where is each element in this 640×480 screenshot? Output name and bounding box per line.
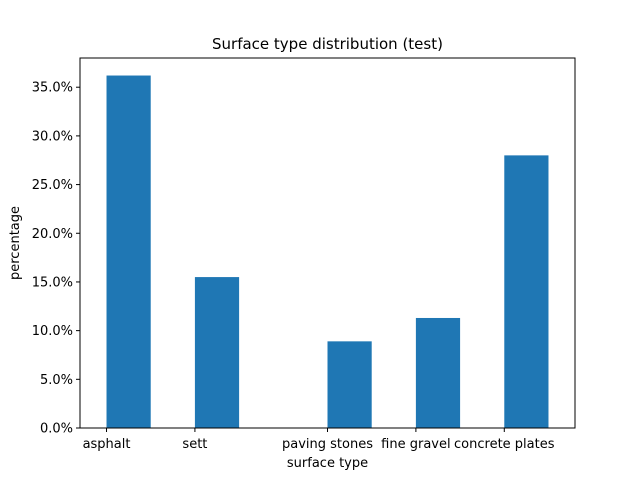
y-tick-label: 35.0% xyxy=(32,81,73,96)
y-tick-label: 25.0% xyxy=(32,178,73,193)
bar-sett xyxy=(194,277,240,428)
y-tick-label: 5.0% xyxy=(40,373,73,388)
bar-paving-stones xyxy=(327,341,372,428)
bars xyxy=(106,75,549,429)
chart-title: Surface type distribution (test) xyxy=(212,35,443,53)
x-tick-label: sett xyxy=(182,437,207,452)
x-axis-label: surface type xyxy=(287,456,368,471)
x-tick-label: fine gravel xyxy=(381,437,450,452)
bar-fine-gravel xyxy=(415,317,461,428)
y-axis-label: percentage xyxy=(8,206,23,280)
y-tick-label: 20.0% xyxy=(32,227,73,242)
y-tick-label: 30.0% xyxy=(32,129,73,144)
bar-asphalt xyxy=(106,75,151,429)
x-tick-label: paving stones xyxy=(282,437,373,452)
axes-frame xyxy=(79,57,576,429)
y-tick-label: 10.0% xyxy=(32,324,73,339)
x-tick-label: asphalt xyxy=(83,437,131,452)
y-axis-ticks: 0.0% 5.0% 10.0% 15.0% 20.0% 25.0% 30.0% 35.0% xyxy=(32,81,80,437)
x-axis-ticks: asphalt sett paving stones fine gravel concr… xyxy=(83,428,555,452)
y-tick-label: 0.0% xyxy=(40,422,73,437)
x-tick-label: concrete plates xyxy=(454,437,555,452)
bar-concrete-plates xyxy=(504,155,549,429)
y-tick-label: 15.0% xyxy=(32,275,73,290)
